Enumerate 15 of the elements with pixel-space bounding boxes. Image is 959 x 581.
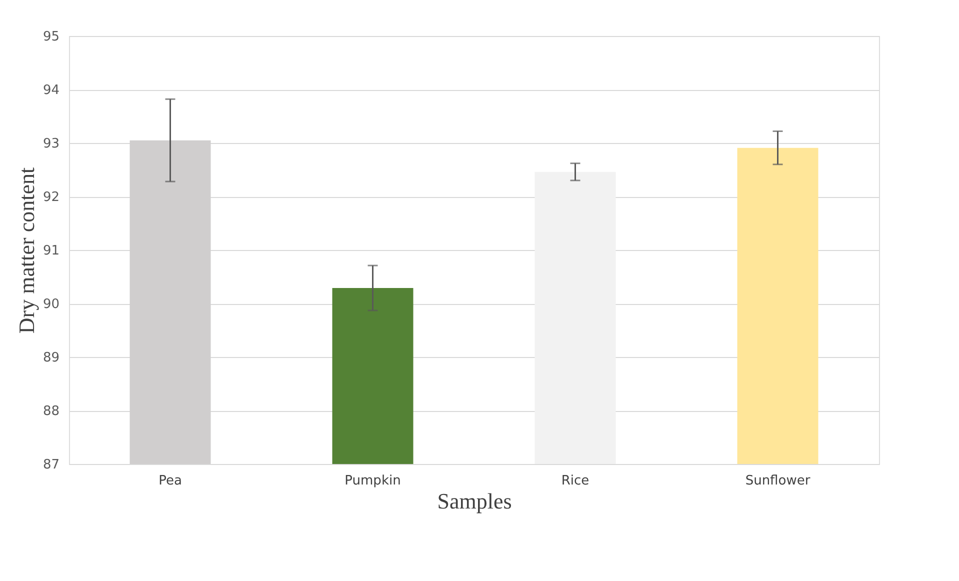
y-tick-label: 91 [42,244,60,258]
y-tick-label: 89 [42,350,60,366]
y-tick-label: 92 [42,190,60,205]
y-tick-label: 87 [42,458,60,472]
y-tick-label: 90 [42,297,60,312]
x-tick-label: Sunflower [745,474,811,488]
y-tick-label: 94 [42,83,60,98]
y-tick-label: 88 [42,404,60,419]
y-tick-label: 93 [42,136,60,152]
x-tick-label: Pumpkin [344,474,401,488]
y-tick-label: 95 [42,30,60,44]
y-axis-title: Dry matter content [14,167,39,334]
x-tick-label: Rice [561,474,590,488]
x-axis-title: Samples [437,488,512,514]
x-tick-label: Pea [158,474,182,488]
